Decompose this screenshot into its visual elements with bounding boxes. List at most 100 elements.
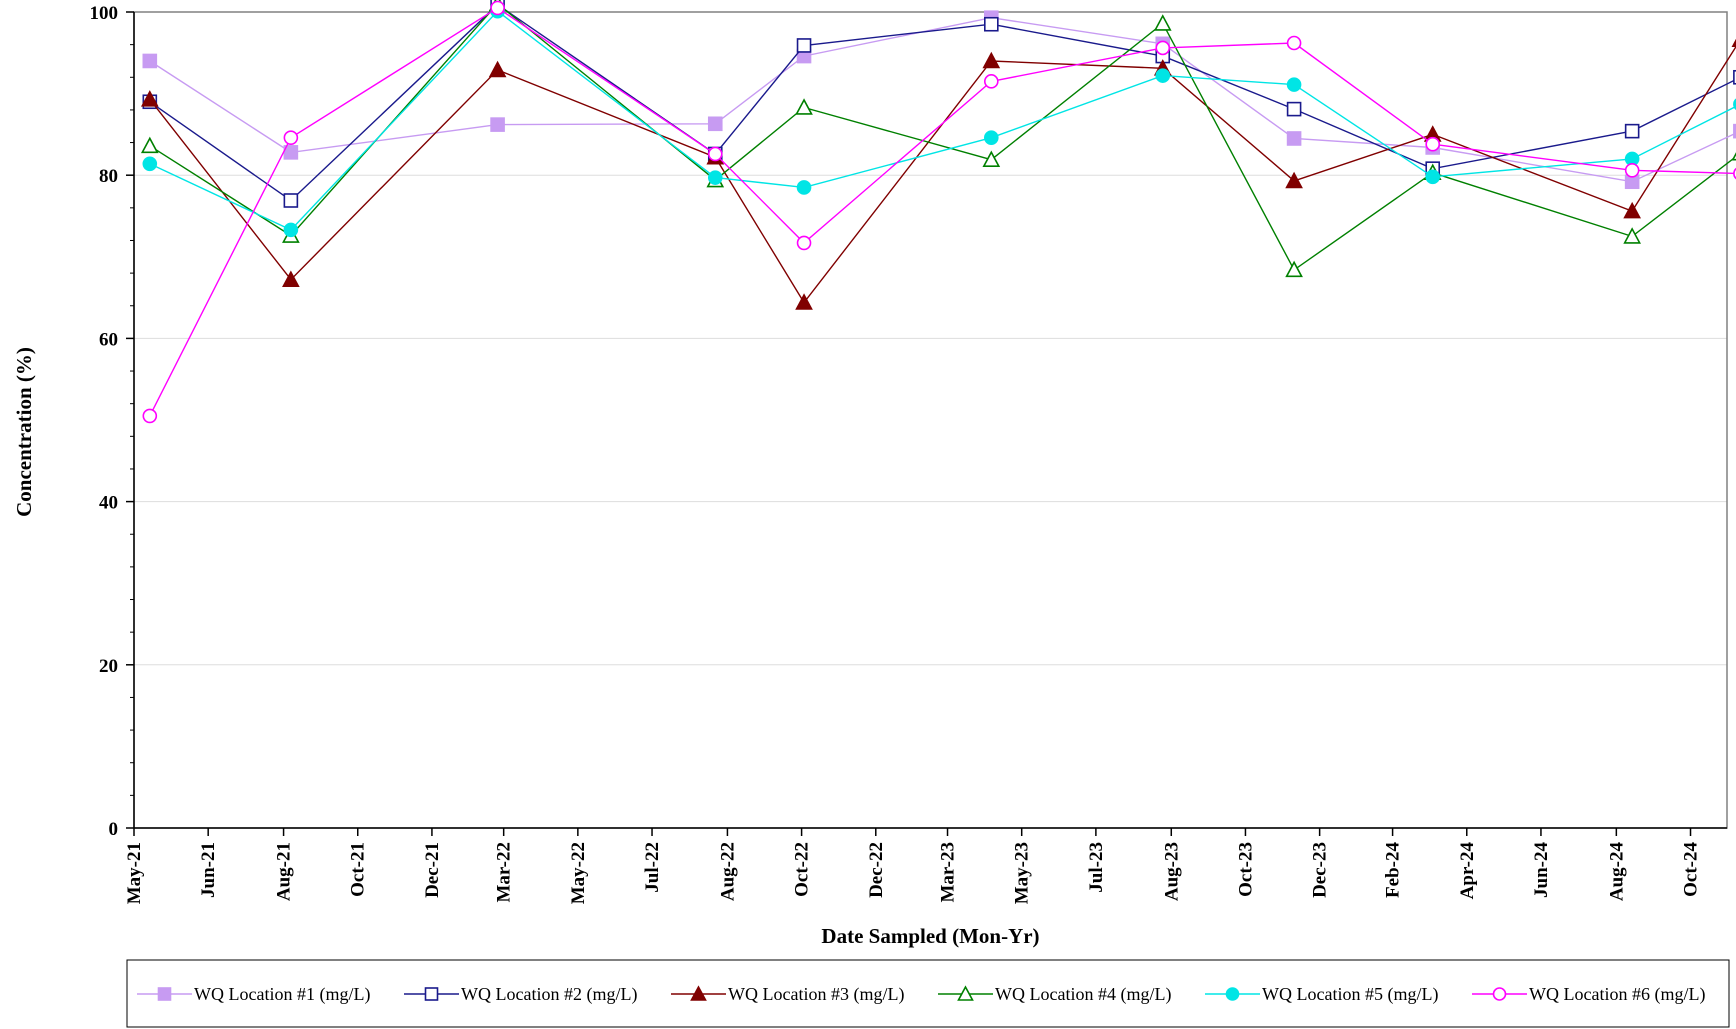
data-point (283, 130, 299, 145)
legend: WQ Location #1 (mg/L) WQ Location #2 (mg/… (137, 984, 1705, 1005)
series-5 (142, 3, 1736, 238)
x-tick-label: Aug-24 (1606, 842, 1627, 902)
data-point (795, 293, 813, 310)
data-point (795, 98, 813, 115)
series (140, 0, 1736, 424)
series-4 (140, 0, 1736, 278)
y-tick-label: 60 (99, 329, 118, 350)
data-point (283, 145, 299, 160)
data-point (142, 408, 158, 424)
x-tick-label: Apr-24 (1457, 842, 1478, 900)
data-point (796, 235, 812, 251)
data-point (1286, 35, 1302, 51)
data-point (984, 16, 999, 32)
data-point (1286, 131, 1302, 146)
data-point (283, 193, 299, 208)
data-point (982, 51, 1001, 69)
legend-marker (957, 985, 974, 1001)
legend-entry: WQ Location #3 (mg/L) (671, 984, 904, 1005)
series-line (149, 7, 1736, 417)
data-point (488, 60, 507, 78)
x-tick-label: Oct-22 (792, 842, 813, 897)
x-axis-title: Date Sampled (Mon-Yr) (821, 924, 1039, 948)
data-point (1155, 40, 1171, 56)
gridlines (134, 174, 1727, 666)
y-tick-label: 20 (99, 656, 118, 677)
series-2 (142, 0, 1736, 208)
data-point (1285, 260, 1303, 278)
y-tick-label: 100 (90, 3, 119, 24)
series-1 (142, 10, 1736, 190)
series-line (149, 16, 1736, 183)
legend-label: WQ Location #6 (mg/L) (1529, 984, 1705, 1005)
x-tick-label: May-23 (1012, 842, 1033, 904)
data-point (1153, 14, 1172, 31)
data-point (1733, 69, 1736, 85)
y-tick-labels: 0 20 40 60 80 100 (90, 3, 119, 840)
y-tick-label: 80 (99, 166, 118, 187)
legend-entry: WQ Location #1 (mg/L) (137, 984, 370, 1005)
legend-entry: WQ Location #5 (mg/L) (1205, 984, 1438, 1005)
legend-entry: WQ Location #6 (mg/L) (1472, 984, 1705, 1005)
data-point (490, 117, 505, 132)
data-point (142, 156, 158, 172)
x-tick-label: Jun-24 (1531, 842, 1552, 898)
series-line (149, 2, 1736, 271)
data-point (283, 222, 299, 238)
x-tick-label: Oct-21 (348, 842, 369, 897)
x-tick-label: Jul-23 (1086, 842, 1107, 893)
y-tick-label: 0 (109, 819, 119, 840)
data-point (1286, 77, 1302, 92)
data-point (1624, 123, 1640, 139)
x-tick-label: Dec-21 (422, 842, 443, 898)
legend-entry: WQ Location #4 (mg/L) (938, 984, 1171, 1005)
series-line (149, 10, 1736, 231)
legend-marker (1492, 987, 1507, 1001)
x-tick-label: Aug-21 (274, 842, 295, 901)
data-point (707, 116, 723, 132)
axes (126, 11, 1727, 836)
data-point (707, 146, 723, 162)
data-point (1733, 98, 1736, 111)
data-point (707, 170, 723, 185)
x-tick-label: Jul-22 (642, 842, 663, 893)
data-point (1623, 227, 1641, 244)
data-point (1425, 136, 1441, 152)
data-point (984, 74, 999, 89)
data-point (1285, 171, 1303, 189)
legend-label: WQ Location #3 (mg/L) (728, 984, 904, 1005)
x-tick-label: Jun-21 (198, 842, 219, 898)
data-point (1623, 201, 1641, 219)
data-point (1731, 38, 1736, 48)
x-tick-label: Oct-23 (1235, 842, 1256, 897)
x-tick-label: Mar-23 (938, 842, 959, 903)
data-point (984, 130, 999, 145)
data-point (142, 53, 158, 69)
data-point (1733, 123, 1736, 139)
data-point (140, 136, 159, 154)
legend-marker (424, 987, 439, 1001)
y-axis-title: Concentration (%) (12, 347, 36, 517)
x-tick-label: May-22 (568, 842, 589, 904)
data-point (1733, 167, 1736, 180)
legend-marker (157, 987, 172, 1001)
legend-label: WQ Location #5 (mg/L) (1262, 984, 1438, 1005)
series-6 (142, 0, 1736, 424)
data-point (1425, 169, 1441, 185)
data-point (140, 90, 159, 107)
data-point (796, 38, 812, 53)
data-point (1731, 152, 1736, 161)
x-tick-label: Dec-22 (866, 842, 887, 898)
legend-label: WQ Location #2 (mg/L) (461, 984, 637, 1005)
legend-label: WQ Location #4 (mg/L) (995, 984, 1171, 1005)
y-tick-label: 40 (99, 493, 118, 514)
data-point (1155, 68, 1171, 83)
data-point (490, 0, 505, 16)
legend-entry: WQ Location #2 (mg/L) (404, 984, 637, 1005)
x-tick-label: May-21 (124, 842, 145, 904)
data-point (1286, 101, 1302, 117)
x-tick-labels: May-21 Jun-21 Aug-21 Oct-21 Dec-21 Mar-22 May-… (124, 842, 1702, 905)
x-tick-label: Mar-22 (494, 842, 515, 903)
x-tick-label: Oct-24 (1681, 842, 1702, 897)
